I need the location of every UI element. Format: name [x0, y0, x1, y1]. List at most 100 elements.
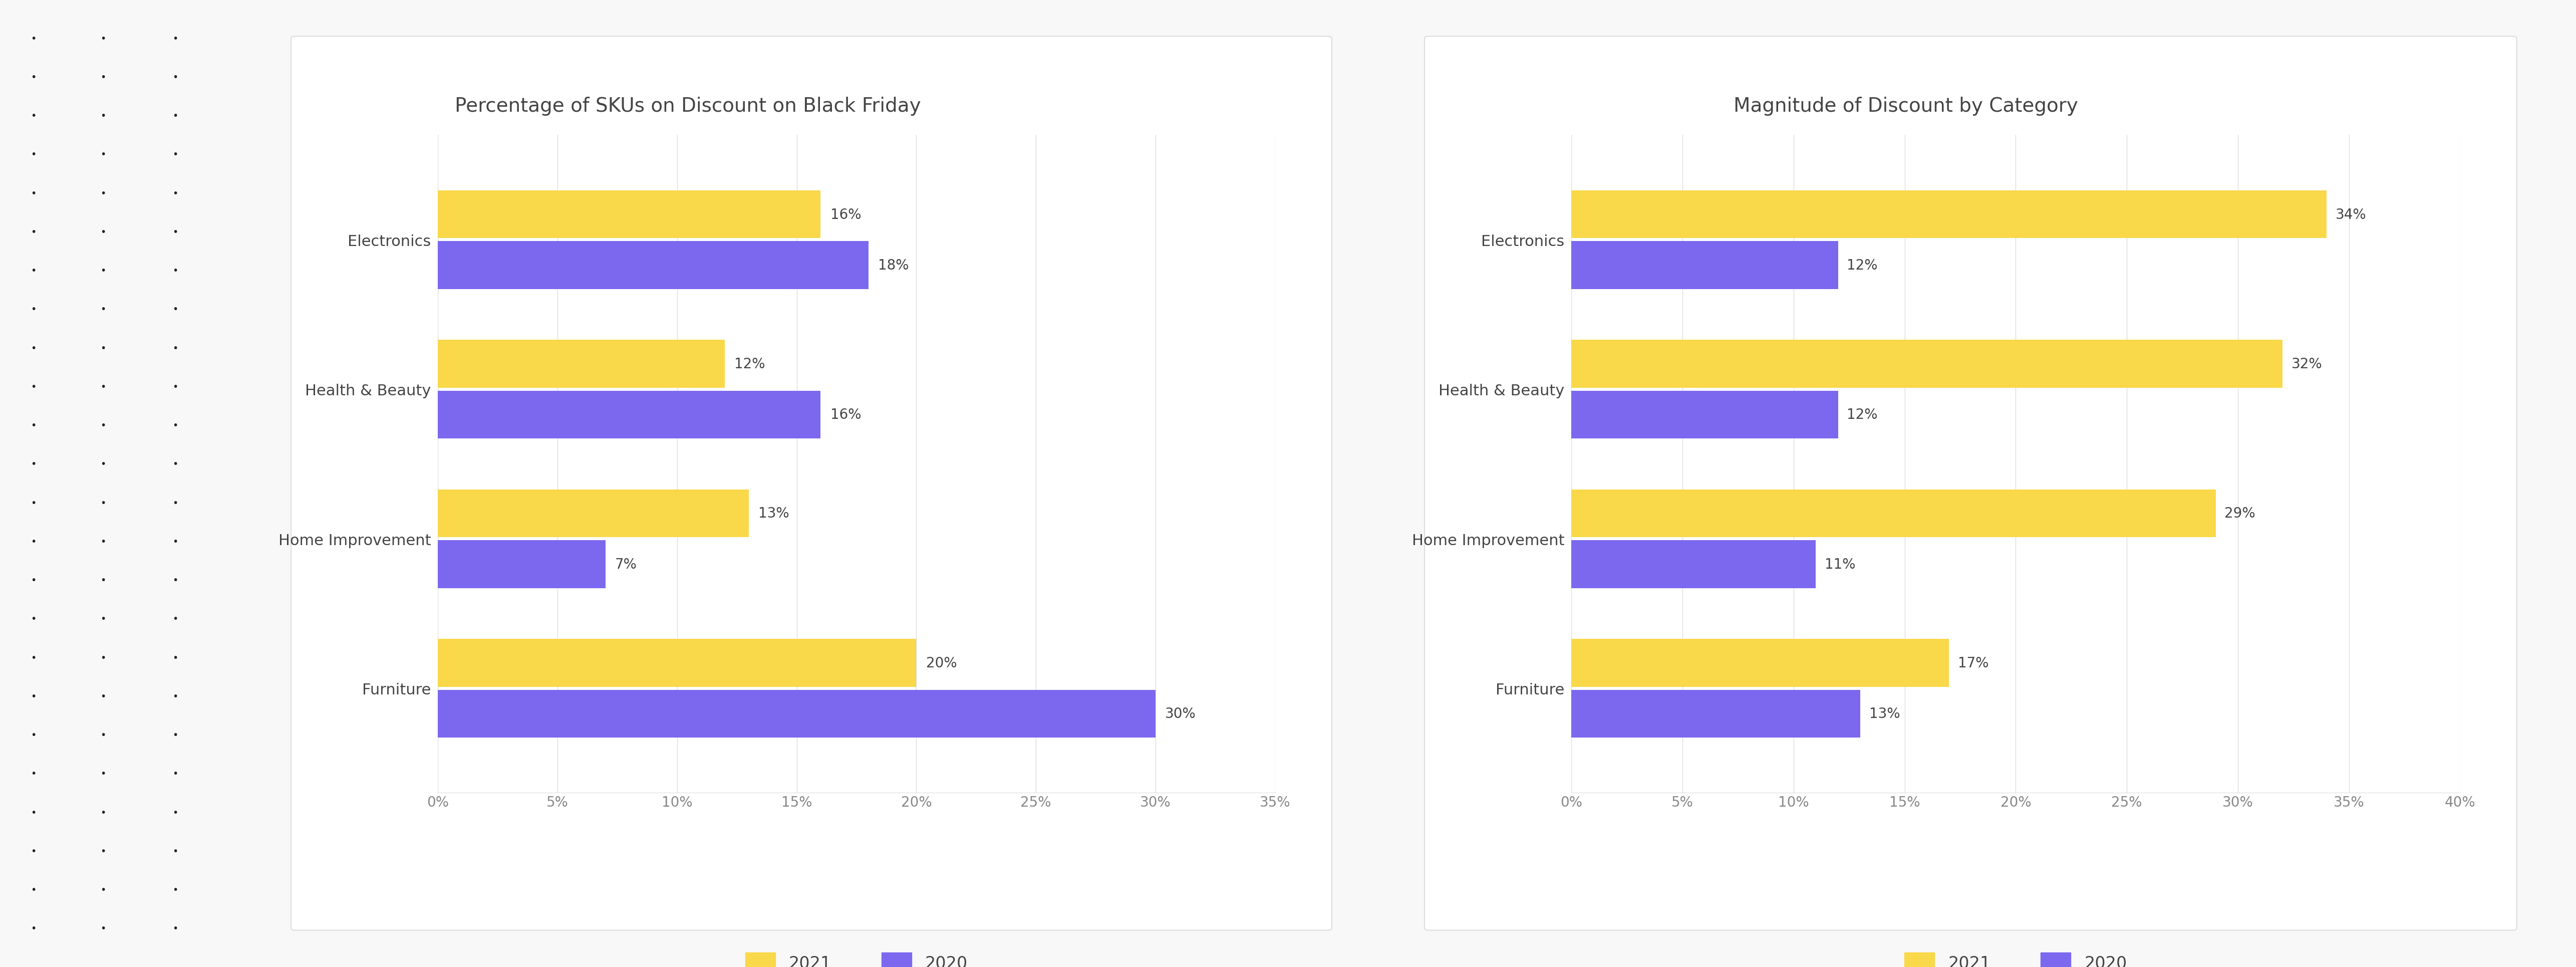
Text: •: • [31, 421, 36, 430]
Text: •: • [100, 614, 106, 624]
Text: •: • [31, 34, 36, 44]
Text: •: • [31, 885, 36, 894]
Bar [1571, 340, 2282, 388]
Text: •: • [100, 266, 106, 276]
Text: •: • [100, 730, 106, 740]
Text: •: • [173, 614, 178, 624]
Bar [1571, 639, 1950, 687]
Text: •: • [100, 769, 106, 778]
Text: •: • [31, 227, 36, 237]
Text: •: • [31, 459, 36, 469]
Text: 12%: 12% [1847, 408, 1878, 422]
Text: •: • [31, 614, 36, 624]
Text: •: • [100, 111, 106, 121]
Text: •: • [173, 807, 178, 817]
Text: •: • [100, 885, 106, 894]
Bar [1571, 689, 1860, 738]
Text: •: • [31, 498, 36, 508]
Text: •: • [31, 923, 36, 933]
Bar [1571, 391, 1839, 439]
Text: 34%: 34% [2336, 208, 2367, 221]
Bar [438, 689, 1157, 738]
Text: 13%: 13% [757, 507, 788, 520]
Text: •: • [100, 846, 106, 856]
Text: •: • [31, 691, 36, 701]
Text: •: • [173, 769, 178, 778]
Text: 12%: 12% [734, 357, 765, 371]
Text: •: • [100, 34, 106, 44]
Text: •: • [100, 575, 106, 585]
Text: •: • [173, 111, 178, 121]
Text: •: • [31, 150, 36, 160]
Bar [438, 639, 917, 687]
Text: •: • [173, 923, 178, 933]
Text: 30%: 30% [1164, 707, 1195, 720]
Text: •: • [173, 189, 178, 198]
Text: •: • [31, 846, 36, 856]
Text: •: • [31, 730, 36, 740]
Text: •: • [173, 885, 178, 894]
Text: •: • [173, 305, 178, 314]
Text: •: • [100, 189, 106, 198]
Text: •: • [31, 382, 36, 392]
Text: •: • [173, 150, 178, 160]
Text: •: • [31, 73, 36, 82]
Text: •: • [173, 459, 178, 469]
Text: •: • [173, 846, 178, 856]
Bar [1571, 489, 2215, 538]
Text: •: • [173, 730, 178, 740]
Text: 32%: 32% [2290, 357, 2321, 371]
Bar [438, 340, 724, 388]
Bar [438, 391, 822, 439]
Text: •: • [173, 421, 178, 430]
Text: •: • [100, 421, 106, 430]
Text: •: • [173, 266, 178, 276]
Text: •: • [100, 150, 106, 160]
Text: •: • [173, 227, 178, 237]
Bar [438, 242, 868, 289]
Text: Percentage of SKUs on Discount on Black Friday: Percentage of SKUs on Discount on Black … [456, 97, 920, 116]
Text: 16%: 16% [829, 408, 860, 422]
Text: •: • [100, 807, 106, 817]
Text: •: • [31, 305, 36, 314]
Text: Magnitude of Discount by Category: Magnitude of Discount by Category [1734, 97, 2079, 116]
Text: •: • [31, 343, 36, 353]
Text: •: • [31, 653, 36, 662]
Text: •: • [31, 807, 36, 817]
Text: •: • [173, 653, 178, 662]
Text: •: • [100, 537, 106, 546]
Text: •: • [100, 498, 106, 508]
Text: •: • [173, 343, 178, 353]
Text: •: • [31, 189, 36, 198]
Text: •: • [173, 34, 178, 44]
Text: 7%: 7% [616, 557, 636, 571]
Text: 29%: 29% [2226, 507, 2257, 520]
Bar [1571, 190, 2326, 239]
Text: •: • [100, 305, 106, 314]
Bar [438, 541, 605, 588]
Legend: 2021, 2020: 2021, 2020 [739, 946, 974, 967]
Bar [438, 489, 750, 538]
Text: •: • [31, 111, 36, 121]
Text: 16%: 16% [829, 208, 860, 221]
Text: 20%: 20% [925, 656, 956, 670]
Text: •: • [100, 343, 106, 353]
Text: •: • [31, 575, 36, 585]
Text: 12%: 12% [1847, 258, 1878, 273]
Text: •: • [100, 653, 106, 662]
Text: •: • [31, 537, 36, 546]
Legend: 2021, 2020: 2021, 2020 [1899, 946, 2133, 967]
Text: 17%: 17% [1958, 656, 1989, 670]
Text: •: • [100, 227, 106, 237]
Text: •: • [100, 923, 106, 933]
Text: •: • [31, 769, 36, 778]
Text: •: • [173, 73, 178, 82]
Text: 11%: 11% [1824, 557, 1855, 571]
Text: •: • [100, 691, 106, 701]
Text: •: • [173, 691, 178, 701]
Bar [1571, 242, 1839, 289]
Text: 18%: 18% [878, 258, 909, 273]
Bar [1571, 541, 1816, 588]
Text: •: • [173, 498, 178, 508]
Text: •: • [173, 537, 178, 546]
